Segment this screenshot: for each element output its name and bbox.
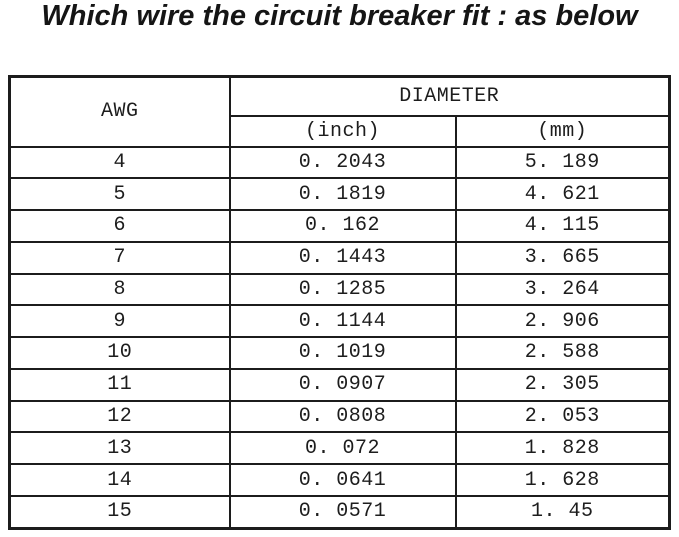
inch-value: 0. 0641 — [228, 463, 457, 497]
mm-value: 3. 264 — [454, 272, 671, 307]
inch-value: 0. 2043 — [228, 145, 457, 180]
mm-value: 2. 906 — [454, 304, 671, 339]
mm-value: 3. 665 — [454, 240, 671, 275]
awg-value: 10 — [8, 336, 231, 370]
inch-value: 0. 1144 — [228, 304, 457, 339]
column-header-awg: AWG — [8, 75, 231, 148]
inch-value: 0. 072 — [228, 431, 457, 466]
column-header-inch: (inch) — [228, 114, 457, 148]
awg-value: 12 — [8, 399, 231, 434]
mm-value: 5. 189 — [454, 145, 671, 180]
awg-value: 6 — [8, 209, 231, 243]
table-row: 8 0. 1285 3. 264 — [8, 272, 671, 307]
wire-diameter-table: AWG DIAMETER (inch) (mm) 4 0. 2043 5. 18… — [8, 75, 672, 530]
table-row: 10 0. 1019 2. 588 — [8, 336, 671, 370]
table-header-row-units: (inch) (mm) — [10, 114, 671, 148]
table-header-row-top: AWG DIAMETER — [8, 75, 671, 148]
table-row: 6 0. 162 4. 115 — [8, 209, 671, 243]
page-title: Which wire the circuit breaker fit : as … — [41, 0, 638, 32]
mm-value: 2. 305 — [454, 367, 671, 402]
awg-value: 14 — [8, 463, 231, 497]
inch-value: 0. 0571 — [228, 494, 457, 530]
mm-value: 1. 628 — [454, 463, 671, 497]
table-row: 11 0. 0907 2. 305 — [8, 367, 671, 402]
inch-value: 0. 1019 — [228, 336, 457, 370]
awg-value: 11 — [8, 367, 231, 402]
table-row: 14 0. 0641 1. 628 — [8, 463, 671, 497]
table-row: 12 0. 0808 2. 053 — [8, 399, 671, 434]
column-header-mm: (mm) — [454, 114, 671, 148]
inch-value: 0. 0808 — [228, 399, 457, 434]
wire-diameter-table-container: AWG DIAMETER (inch) (mm) 4 0. 2043 5. 18… — [8, 75, 672, 530]
awg-value: 15 — [8, 494, 231, 530]
awg-value: 5 — [8, 177, 231, 212]
awg-value: 13 — [8, 431, 231, 466]
table-row: 9 0. 1144 2. 906 — [8, 304, 671, 339]
inch-value: 0. 1285 — [228, 272, 457, 307]
mm-value: 2. 588 — [454, 336, 671, 370]
inch-value: 0. 1819 — [228, 177, 457, 212]
table-row: 13 0. 072 1. 828 — [8, 431, 671, 466]
table-row: 4 0. 2043 5. 189 — [8, 145, 671, 180]
mm-value: 4. 621 — [454, 177, 671, 212]
awg-value: 4 — [8, 145, 231, 180]
inch-value: 0. 162 — [228, 209, 457, 243]
table-row: 5 0. 1819 4. 621 — [8, 177, 671, 212]
inch-value: 0. 1443 — [228, 240, 457, 275]
column-header-diameter: DIAMETER — [228, 75, 671, 117]
table-row: 7 0. 1443 3. 665 — [8, 240, 671, 275]
mm-value: 1. 45 — [454, 494, 671, 530]
awg-value: 7 — [8, 240, 231, 275]
mm-value: 4. 115 — [454, 209, 671, 243]
awg-value: 9 — [8, 304, 231, 339]
mm-value: 2. 053 — [454, 399, 671, 434]
table-row: 15 0. 0571 1. 45 — [8, 494, 671, 530]
mm-value: 1. 828 — [454, 431, 671, 466]
awg-value: 8 — [8, 272, 231, 307]
inch-value: 0. 0907 — [228, 367, 457, 402]
